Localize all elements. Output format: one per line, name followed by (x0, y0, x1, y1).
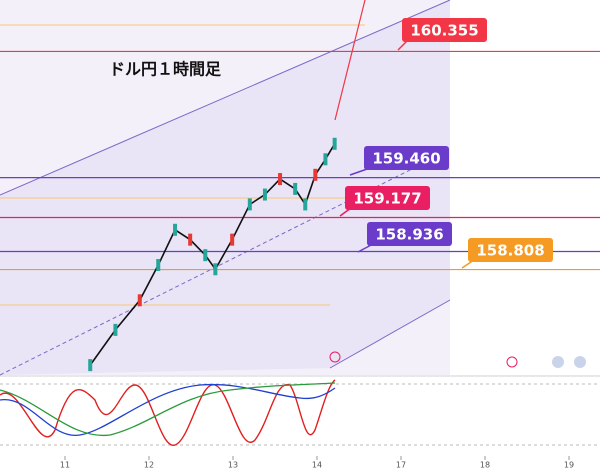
event-icon[interactable] (506, 356, 518, 368)
price-label: 159.177 (353, 190, 421, 208)
x-tick-label: 18 (480, 461, 490, 470)
candle (262, 188, 267, 201)
price-label: 158.936 (375, 226, 443, 244)
x-tick-label: 19 (564, 461, 574, 470)
price-label: 160.355 (410, 22, 478, 40)
regression-channel (0, 0, 450, 375)
channel-lower (329, 299, 451, 369)
candle (293, 182, 298, 195)
oscillator-fast (0, 379, 336, 446)
x-tick-label: 17 (396, 461, 406, 470)
candle (323, 153, 328, 166)
x-tick-label: 13 (228, 461, 238, 470)
alert-icon[interactable] (329, 351, 341, 363)
price-label-box (345, 186, 430, 210)
candle (303, 198, 308, 211)
price-label: 159.460 (372, 150, 440, 168)
x-tick-label: 12 (144, 461, 154, 470)
chart-title: ドル円１時間足 (109, 60, 222, 79)
candle (88, 359, 93, 372)
candle (203, 249, 208, 262)
candle (230, 233, 235, 246)
price-label: 158.808 (476, 242, 544, 260)
candle (113, 323, 118, 336)
x-tick-label: 11 (60, 461, 70, 470)
flag-icon[interactable] (552, 356, 564, 368)
candle (332, 137, 337, 150)
candle (156, 259, 161, 272)
channel-upper (0, 0, 451, 196)
candle (173, 223, 178, 236)
price-label-box (468, 238, 553, 262)
x-tick-label: 14 (312, 461, 322, 470)
candle (188, 233, 193, 246)
flag-icon[interactable] (574, 356, 586, 368)
candle (213, 263, 218, 276)
oscillator-slow (0, 383, 336, 436)
candle (313, 168, 318, 181)
candle (137, 294, 142, 307)
price-label-box (364, 146, 449, 170)
price-label-box (402, 18, 487, 42)
candle (247, 198, 252, 211)
candle (278, 173, 283, 186)
oscillator-signal (0, 382, 336, 437)
price-label-box (367, 222, 452, 246)
projection-line (334, 0, 366, 121)
